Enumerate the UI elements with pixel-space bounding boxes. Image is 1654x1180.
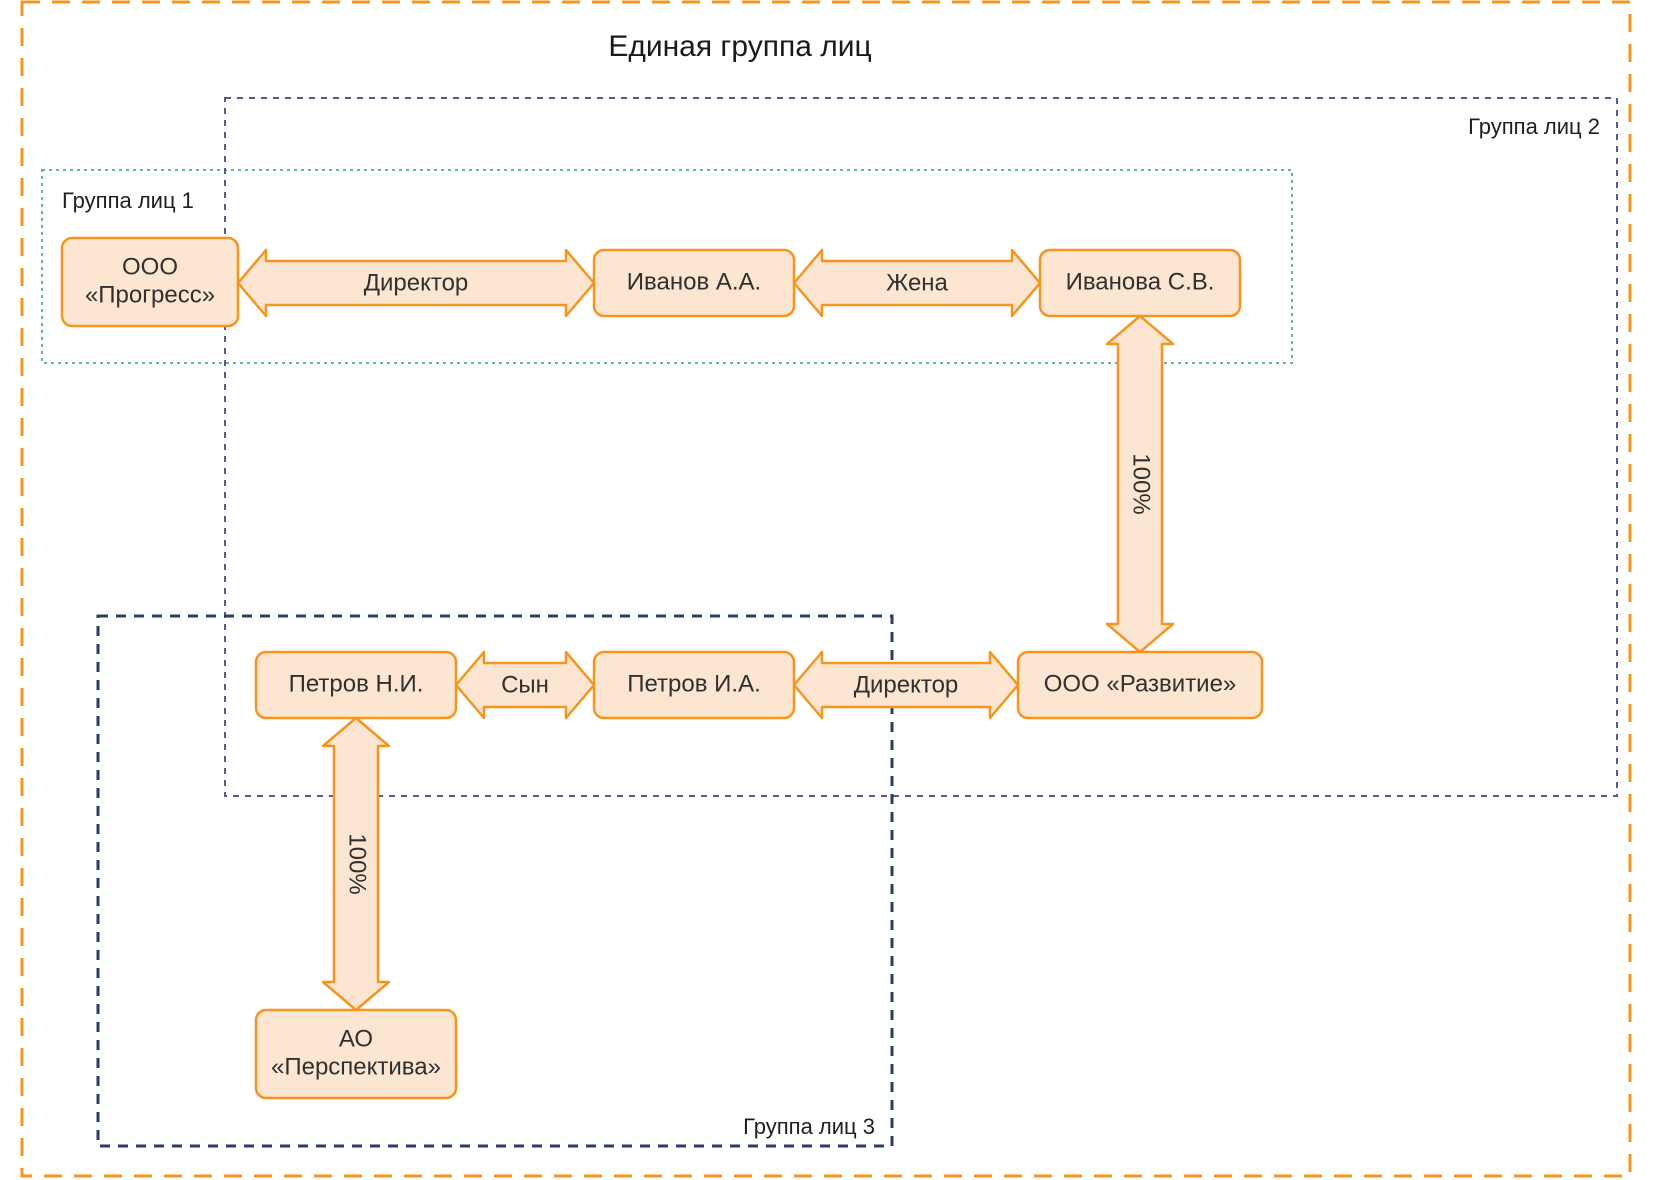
group-label-group3: Группа лиц 3 xyxy=(743,1114,875,1139)
node-progress: ООО«Прогресс» xyxy=(62,238,238,326)
group-label-group2: Группа лиц 2 xyxy=(1468,114,1600,139)
arrow-pct_iv: 100% xyxy=(1107,316,1173,652)
arrow-label-director2: Директор xyxy=(854,671,959,698)
node-ivanova: Иванова С.В. xyxy=(1040,250,1240,316)
node-label-progress-line0: ООО xyxy=(122,253,178,280)
arrow-son: Сын xyxy=(456,652,594,718)
node-petrov_ni: Петров Н.И. xyxy=(256,652,456,718)
arrow-label-director1: Директор xyxy=(364,269,469,296)
node-petrov_ia: Петров И.А. xyxy=(594,652,794,718)
node-label-perspektiva-line1: «Перспектива» xyxy=(271,1053,441,1080)
arrow-label-wife: Жена xyxy=(886,269,948,296)
node-label-ivanov-line0: Иванов А.А. xyxy=(627,268,761,295)
arrow-label-pct_pn: 100% xyxy=(344,833,371,894)
node-label-petrov_ni-line0: Петров Н.И. xyxy=(289,670,424,697)
diagram-title: Единая группа лиц xyxy=(608,30,871,63)
arrow-label-son: Сын xyxy=(501,671,549,698)
node-ivanov: Иванов А.А. xyxy=(594,250,794,316)
arrow-label-pct_iv: 100% xyxy=(1128,453,1155,514)
node-perspektiva: АО«Перспектива» xyxy=(256,1010,456,1098)
group-label-group1: Группа лиц 1 xyxy=(62,188,194,213)
arrow-director2: Директор xyxy=(794,652,1018,718)
node-label-petrov_ia-line0: Петров И.А. xyxy=(627,670,761,697)
node-label-razvitie-line0: ООО «Развитие» xyxy=(1044,670,1237,697)
arrow-director1: Директор xyxy=(238,250,594,316)
node-label-perspektiva-line0: АО xyxy=(339,1025,373,1052)
node-label-ivanova-line0: Иванова С.В. xyxy=(1066,268,1215,295)
node-label-progress-line1: «Прогресс» xyxy=(85,281,215,308)
arrow-pct_pn: 100% xyxy=(323,718,389,1010)
node-razvitie: ООО «Развитие» xyxy=(1018,652,1262,718)
arrow-wife: Жена xyxy=(794,250,1040,316)
